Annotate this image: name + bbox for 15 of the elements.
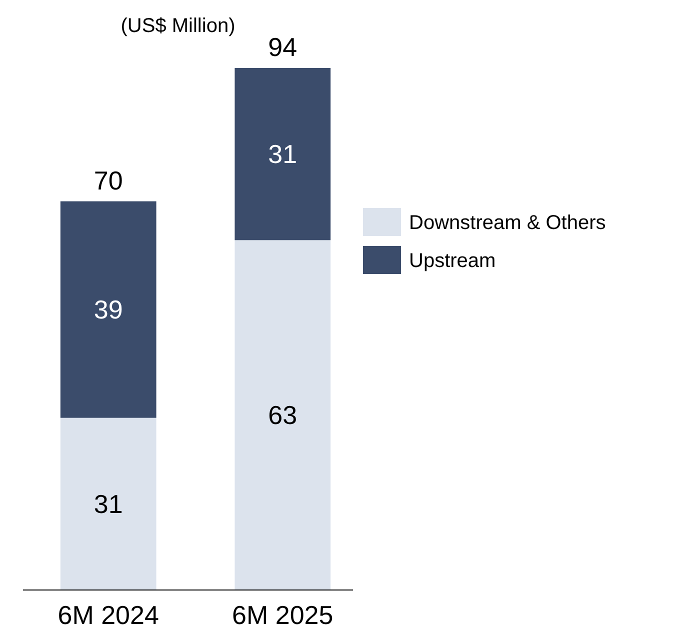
data-label: 31 xyxy=(268,139,298,170)
legend-label: Upstream xyxy=(409,250,496,272)
x-tick-label: 6M 2024 xyxy=(58,600,159,630)
bar xyxy=(234,240,331,590)
x-tick-label: 6M 2025 xyxy=(232,600,334,630)
data-label: 31 xyxy=(94,489,123,520)
legend-label: Downstream & Others xyxy=(409,212,606,234)
data-label: 39 xyxy=(94,294,123,325)
chart-title: (US$ Million) xyxy=(120,15,236,37)
bar xyxy=(60,418,156,590)
bar xyxy=(60,201,156,418)
bar xyxy=(234,68,331,240)
total-label: 70 xyxy=(94,165,123,196)
total-label: 94 xyxy=(268,32,298,62)
data-label: 63 xyxy=(268,400,298,430)
